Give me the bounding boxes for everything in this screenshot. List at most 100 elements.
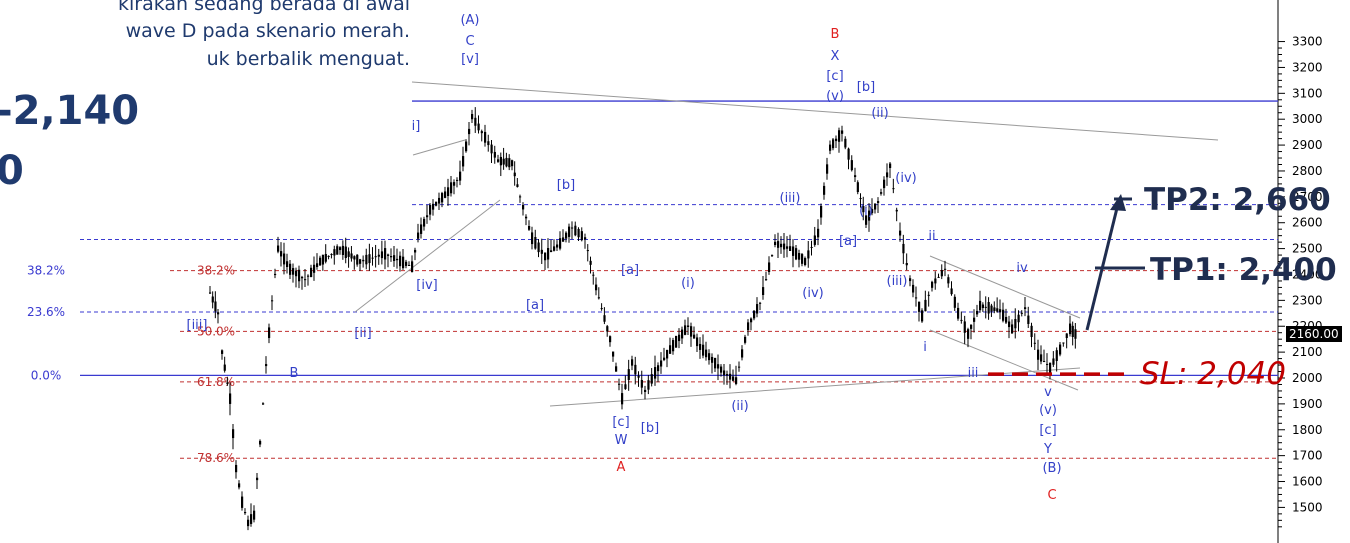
- wave-label: iii: [968, 366, 979, 381]
- candle-body: [1059, 344, 1062, 355]
- candle-body: [865, 215, 868, 225]
- wave-label: [ii]: [354, 326, 371, 341]
- candle-body: [487, 141, 490, 146]
- candle-body: [768, 262, 771, 273]
- candle-body: [528, 226, 531, 230]
- candle-body: [960, 319, 963, 321]
- candle-body: [371, 257, 374, 259]
- candle-body: [637, 375, 640, 378]
- wave-label: (iii): [887, 274, 908, 289]
- candle-body: [970, 324, 973, 329]
- candle-body: [592, 274, 595, 276]
- candle-body: [459, 171, 462, 181]
- candle-body: [915, 297, 918, 299]
- candle-body: [595, 284, 598, 291]
- candle-body: [984, 306, 987, 308]
- candle-body: [600, 308, 603, 310]
- candle-body: [835, 138, 838, 142]
- candle-body: [871, 209, 874, 214]
- candle-body: [241, 496, 244, 508]
- wave-label: [c]: [1039, 423, 1056, 438]
- y-tick-label: 3200: [1292, 60, 1323, 74]
- candle-body: [426, 215, 429, 218]
- candle-body: [324, 253, 327, 262]
- candle-body: [1043, 361, 1046, 363]
- candle-body: [1074, 329, 1077, 339]
- wave-label: ii: [928, 229, 935, 244]
- candle-body: [250, 514, 253, 524]
- candle-body: [963, 321, 966, 333]
- wave-label: iv: [1016, 261, 1028, 276]
- entry-range-text-2: 0: [0, 148, 24, 194]
- candle-body: [987, 302, 990, 314]
- candle-body: [465, 141, 468, 152]
- candle-body: [624, 384, 627, 389]
- candle-body: [817, 228, 820, 238]
- candle-body: [1008, 321, 1011, 328]
- y-tick-label: 3300: [1292, 35, 1323, 49]
- candle-body: [762, 287, 765, 296]
- y-tick-label: 2700: [1292, 190, 1323, 204]
- candle-body: [301, 276, 304, 279]
- candle-body: [693, 334, 696, 339]
- candle-body: [347, 251, 350, 257]
- candle-body: [289, 263, 292, 275]
- candle-body: [339, 247, 342, 251]
- candle-body: [256, 477, 259, 481]
- candle-body: [650, 374, 653, 384]
- candle-body: [221, 350, 224, 354]
- stop-loss-label: SL: 2,040: [1140, 356, 1286, 392]
- y-tick-label: 1700: [1292, 449, 1323, 463]
- candle-body: [902, 243, 905, 254]
- candle-body: [899, 230, 902, 236]
- candle-body: [854, 175, 857, 178]
- y-tick-label: 1900: [1292, 397, 1323, 411]
- candle-body: [883, 179, 886, 189]
- candle-body: [356, 254, 359, 265]
- candle-body: [365, 254, 368, 265]
- candle-body: [232, 429, 235, 439]
- candle-body: [708, 353, 711, 361]
- candle-body: [559, 238, 562, 249]
- candle-body: [717, 364, 720, 369]
- candle-body: [597, 297, 600, 299]
- candle-body: [1055, 350, 1058, 361]
- candle-body: [423, 218, 426, 227]
- candle-body: [226, 382, 229, 384]
- candle-body: [387, 254, 390, 256]
- trend-line: [929, 255, 1081, 319]
- candle-body: [944, 268, 947, 270]
- y-tick-label: 2300: [1292, 293, 1323, 307]
- wave-label: (iii): [780, 191, 801, 206]
- candle-body: [511, 160, 514, 167]
- candle-body: [292, 268, 295, 275]
- wave-label: (A): [460, 13, 479, 28]
- candle-body: [696, 337, 699, 347]
- candle-body: [771, 255, 774, 257]
- candle-body: [820, 205, 823, 218]
- candle-body: [993, 307, 996, 312]
- y-tick-label: 2500: [1292, 242, 1323, 256]
- candle-body: [438, 197, 441, 204]
- wave-label: C: [1047, 488, 1056, 503]
- candle-body: [420, 224, 423, 234]
- candle-body: [777, 241, 780, 248]
- candle-body: [609, 336, 612, 343]
- candle-body: [687, 325, 690, 327]
- candle-body: [223, 364, 226, 371]
- candle-body: [453, 182, 456, 186]
- candle-body: [1049, 362, 1052, 373]
- wave-label: (iv): [895, 171, 916, 186]
- candle-body: [631, 359, 634, 366]
- candle-body: [553, 246, 556, 251]
- candle-body: [516, 184, 519, 187]
- candle-body: [657, 365, 660, 372]
- candle-body: [462, 156, 465, 167]
- candle-body: [838, 130, 841, 142]
- candle-body: [1002, 309, 1005, 321]
- candle-body: [947, 277, 950, 284]
- candle-body: [813, 235, 816, 245]
- candle-body: [892, 188, 895, 190]
- candle-body: [967, 329, 970, 339]
- candle-body: [618, 383, 621, 385]
